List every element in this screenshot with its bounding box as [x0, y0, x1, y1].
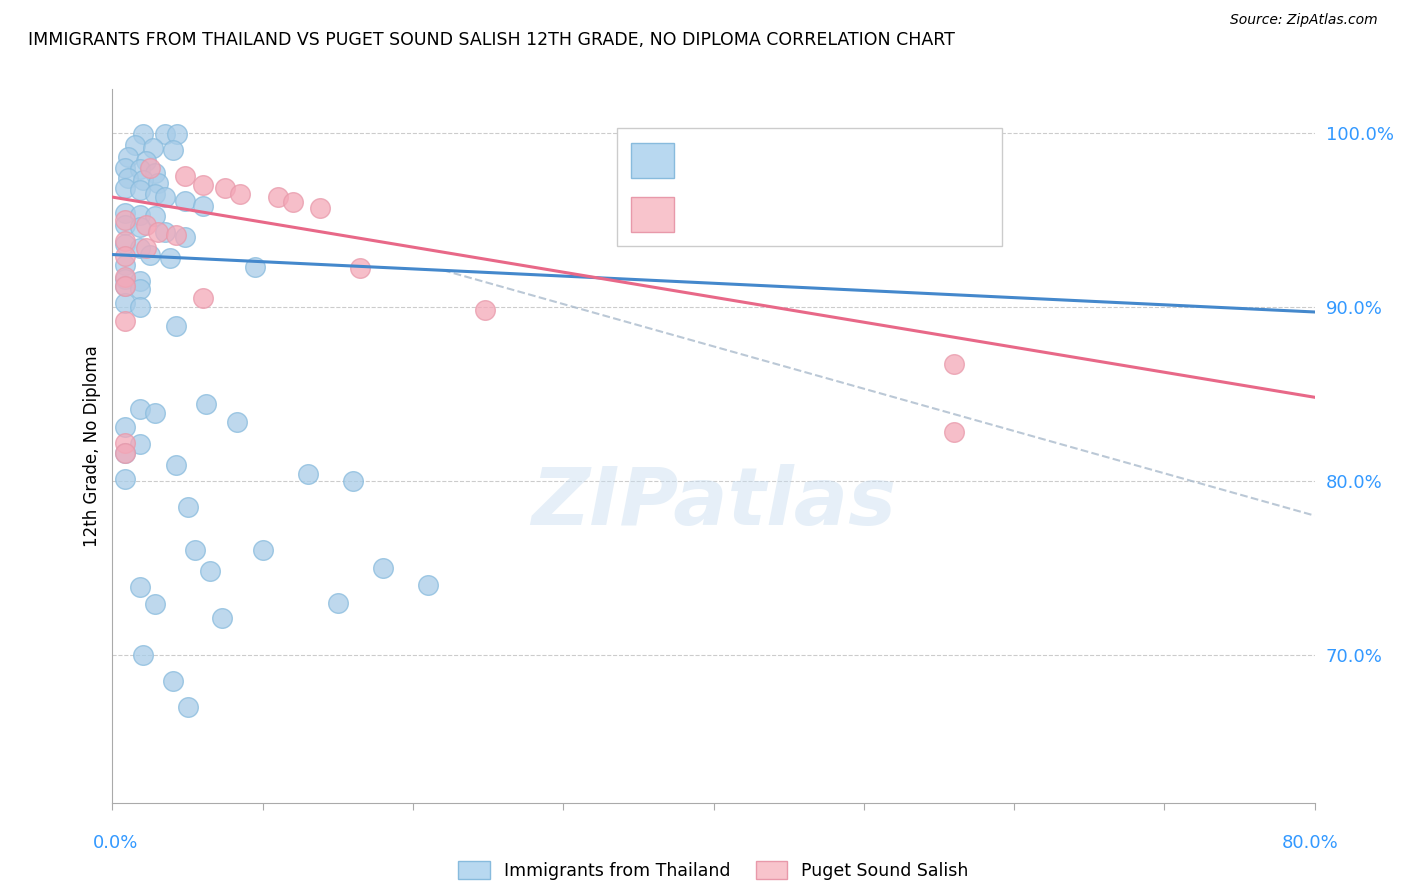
Point — [942, 357, 965, 371]
Point — [143, 406, 166, 420]
Point — [114, 206, 136, 220]
Point — [371, 561, 394, 575]
Point — [128, 580, 150, 594]
Point — [176, 500, 198, 514]
Point — [173, 230, 195, 244]
Legend: Immigrants from Thailand, Puget Sound Salish: Immigrants from Thailand, Puget Sound Sa… — [451, 855, 976, 887]
Point — [229, 186, 252, 201]
Point — [114, 278, 136, 293]
Point — [191, 178, 214, 192]
Point — [184, 543, 207, 558]
Point — [135, 153, 157, 168]
Point — [114, 218, 136, 232]
Point — [146, 176, 169, 190]
Point — [474, 303, 496, 318]
Point — [297, 467, 319, 481]
Point — [165, 318, 187, 333]
Point — [114, 435, 136, 450]
Text: R = -0.069   N = 65: R = -0.069 N = 65 — [685, 152, 848, 169]
Point — [143, 598, 166, 612]
Text: IMMIGRANTS FROM THAILAND VS PUGET SOUND SALISH 12TH GRADE, NO DIPLOMA CORRELATIO: IMMIGRANTS FROM THAILAND VS PUGET SOUND … — [28, 31, 955, 49]
Point — [128, 437, 150, 451]
Point — [114, 278, 136, 293]
Point — [153, 128, 176, 142]
Point — [135, 218, 157, 232]
Point — [114, 446, 136, 460]
Point — [159, 251, 181, 265]
Point — [139, 161, 162, 175]
Point — [128, 282, 150, 296]
Point — [114, 161, 136, 175]
Point — [131, 172, 153, 186]
Point — [342, 474, 364, 488]
Point — [214, 181, 236, 195]
Point — [135, 241, 157, 255]
Point — [173, 194, 195, 208]
Point — [143, 209, 166, 223]
Point — [128, 241, 150, 255]
Text: ZIPatlas: ZIPatlas — [531, 464, 896, 542]
Point — [131, 648, 153, 662]
Point — [267, 190, 290, 204]
Point — [128, 162, 150, 177]
Point — [198, 564, 221, 578]
Point — [153, 190, 176, 204]
Point — [245, 260, 267, 274]
Point — [114, 249, 136, 263]
Point — [114, 212, 136, 227]
Point — [162, 673, 184, 688]
Point — [114, 234, 136, 248]
Point — [162, 143, 184, 157]
Point — [114, 181, 136, 195]
Text: Source: ZipAtlas.com: Source: ZipAtlas.com — [1230, 13, 1378, 28]
Point — [281, 195, 304, 210]
Point — [211, 611, 233, 625]
Point — [153, 225, 176, 239]
Point — [416, 578, 439, 592]
Point — [191, 199, 214, 213]
Point — [176, 700, 198, 714]
Point — [252, 543, 274, 558]
Point — [117, 150, 139, 164]
Point — [131, 128, 153, 142]
Point — [114, 446, 136, 460]
Point — [143, 186, 166, 201]
Point — [146, 225, 169, 239]
Point — [142, 141, 165, 155]
Point — [139, 247, 162, 261]
Point — [349, 261, 371, 276]
Point — [942, 425, 965, 439]
Point — [128, 300, 150, 314]
Point — [114, 472, 136, 486]
Point — [117, 171, 139, 186]
Point — [143, 166, 166, 180]
Point — [128, 219, 150, 234]
Point — [124, 137, 146, 152]
Point — [114, 258, 136, 272]
Point — [114, 296, 136, 310]
Point — [128, 183, 150, 197]
Point — [114, 270, 136, 285]
Point — [114, 237, 136, 252]
Point — [194, 397, 217, 411]
Point — [114, 272, 136, 286]
Point — [173, 169, 195, 184]
Point — [191, 291, 214, 305]
Point — [226, 415, 249, 429]
Point — [326, 596, 349, 610]
Y-axis label: 12th Grade, No Diploma: 12th Grade, No Diploma — [83, 345, 101, 547]
Text: 80.0%: 80.0% — [1282, 834, 1339, 852]
Point — [128, 274, 150, 288]
Text: 0.0%: 0.0% — [93, 834, 138, 852]
Text: R = -0.572   N = 25: R = -0.572 N = 25 — [685, 205, 848, 223]
Point — [165, 458, 187, 472]
Point — [114, 314, 136, 328]
Point — [166, 128, 188, 142]
Point — [165, 228, 187, 243]
Point — [308, 201, 330, 215]
Point — [114, 420, 136, 434]
Point — [128, 207, 150, 221]
Point — [128, 402, 150, 417]
